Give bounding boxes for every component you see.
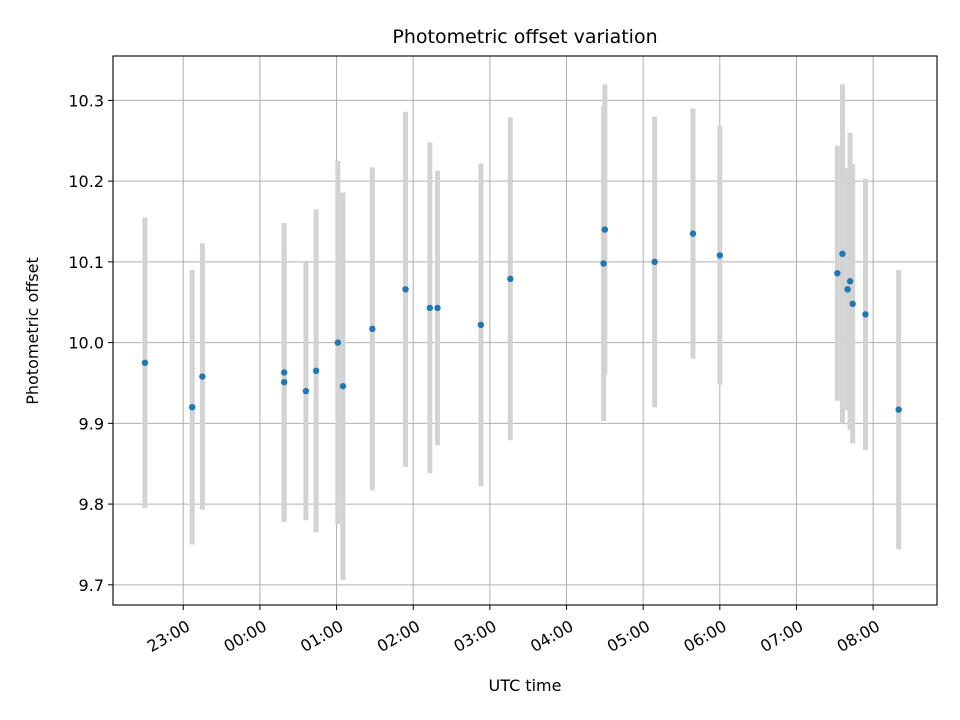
- data-point: [600, 260, 607, 267]
- y-tick-label: 10.2: [68, 172, 104, 191]
- data-point: [339, 383, 347, 390]
- data-point: [689, 230, 697, 237]
- y-tick-label: 9.8: [79, 495, 104, 514]
- data-point: [280, 369, 288, 376]
- data-point: [834, 269, 841, 277]
- data-point: [895, 406, 902, 413]
- chart-title: Photometric offset variation: [392, 26, 657, 48]
- y-tick-label: 10.3: [68, 91, 104, 110]
- data-point: [716, 252, 724, 259]
- data-point: [651, 258, 658, 266]
- plot-frame: [112, 55, 938, 606]
- y-tick-label: 9.9: [79, 414, 104, 433]
- data-point: [426, 304, 434, 312]
- data-point: [862, 311, 869, 318]
- data-point: [334, 339, 342, 346]
- x-axis-label: UTC time: [489, 676, 562, 695]
- data-point: [846, 278, 854, 285]
- y-tick-label: 10.1: [68, 253, 104, 272]
- data-point: [601, 226, 609, 233]
- y-axis: 9.7 9.8 9.9 10.0 10.1 10.2 10.3: [68, 91, 113, 595]
- data-point: [839, 250, 846, 258]
- data-point: [280, 378, 288, 386]
- data-point: [369, 325, 376, 333]
- data-point: [312, 367, 320, 375]
- data-point: [434, 304, 441, 312]
- y-tick-label: 10.0: [68, 334, 104, 353]
- data-point: [849, 300, 856, 308]
- y-axis-label: Photometric offset: [23, 257, 42, 405]
- data-point: [199, 373, 206, 380]
- y-tick-label: 9.7: [79, 576, 104, 595]
- data-point: [402, 286, 409, 293]
- data-points: [141, 226, 902, 413]
- data-point: [141, 359, 149, 366]
- data-point: [189, 403, 196, 411]
- data-point: [302, 387, 310, 395]
- data-point: [477, 321, 485, 329]
- data-point: [844, 286, 851, 293]
- plot-area: [113, 56, 937, 605]
- data-point: [507, 275, 514, 283]
